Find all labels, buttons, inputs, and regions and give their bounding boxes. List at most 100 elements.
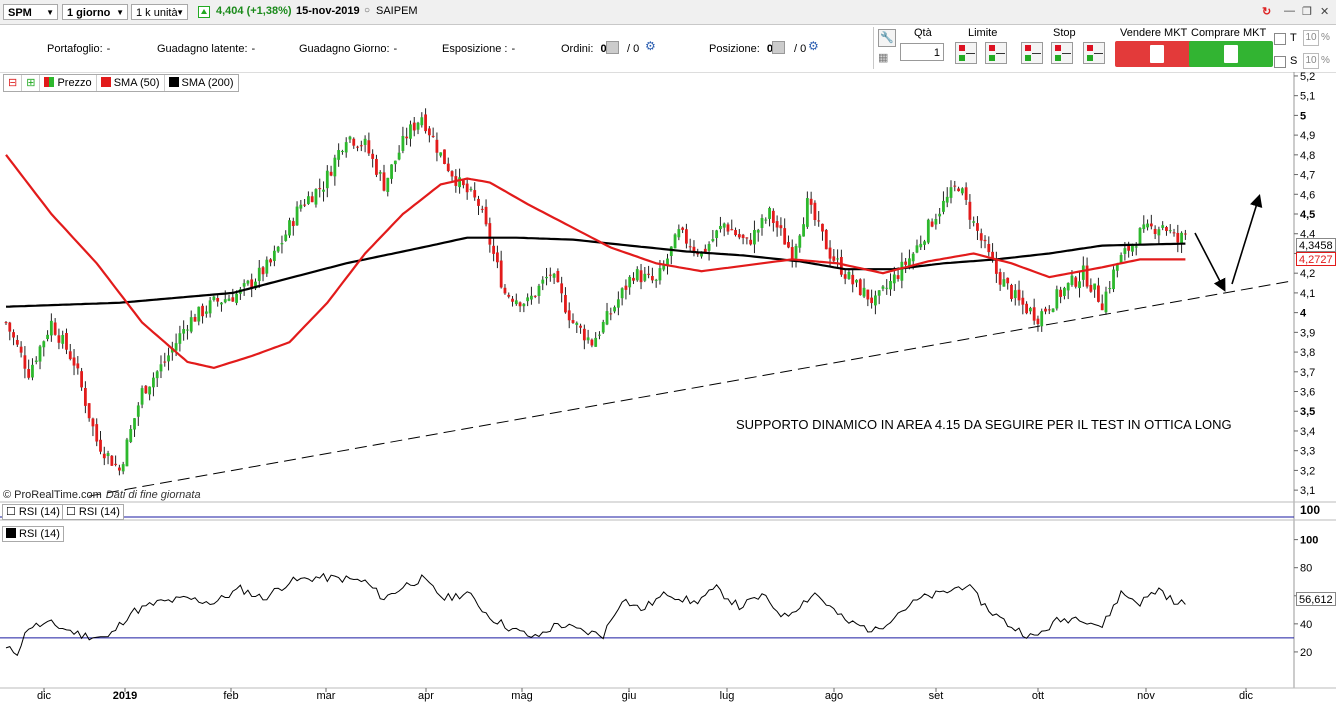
candle-body [257,267,261,281]
sell-mkt-button[interactable] [1115,41,1199,67]
chart-frame [0,72,1336,689]
stop-sell-button[interactable] [1051,42,1073,64]
candle-body [628,276,632,288]
s-percent-input[interactable]: 10 [1303,53,1319,69]
candle-body [114,463,118,465]
restore-icon[interactable]: ❐ [1302,6,1312,18]
legend-sma50-label: SMA (50) [113,77,160,89]
price-tick-label: 5,2 [1300,71,1315,83]
arrow-up-icon [1025,45,1031,51]
candle-body [12,332,15,338]
rsi-tab-1-label: RSI (14) [18,506,60,518]
stop-label: Stop [1053,27,1076,39]
arrow-up-icon [989,45,995,51]
candle-body [174,343,178,351]
candle-body [129,429,133,442]
time-tick-label: 2019 [113,690,137,702]
limit-buy-button[interactable] [955,42,977,64]
candle-body [938,213,942,217]
candle-body [1119,255,1123,264]
candle-body [201,305,204,317]
candle-body [635,269,639,281]
candle-body [522,303,526,307]
candle-body [598,334,601,336]
line-icon [966,53,975,54]
candle-body [1134,246,1138,248]
candle-body [1059,289,1063,297]
rsi-tab-1[interactable]: ☐ RSI (14) [2,504,64,520]
buy-mkt-button[interactable] [1189,41,1273,67]
symbol-dropdown[interactable]: SPM ▼ [3,4,58,20]
candle-body [299,204,303,209]
candle-body [1040,311,1044,327]
candle-body [375,158,378,175]
guadagno-giorno-label: Guadagno Giorno: [299,43,390,55]
legend-price[interactable]: Prezzo [40,75,97,91]
candle-body [1161,225,1165,228]
candle-body [1100,303,1104,311]
refresh-icon[interactable]: ↻ [1262,6,1272,18]
timeframe-dropdown[interactable]: 1 giorno ▼ [62,4,128,20]
candle-body [957,188,960,192]
candle-body [1093,283,1097,290]
candle-body [220,302,223,305]
ordini-settings-icon[interactable]: ⚙ [645,39,656,53]
candle-body [537,285,541,296]
candle-body [420,117,424,126]
arrow-up-icon [1055,45,1061,51]
units-dropdown[interactable]: 1 k unità ▼ [131,4,188,20]
candle-body [235,293,238,303]
close-icon[interactable]: ✕ [1320,6,1330,18]
position-book-icon[interactable] [772,41,785,54]
copyright: © ProRealTime.com Dati di fine giornata [3,489,201,501]
keypad-icon[interactable]: ▦ [878,52,889,64]
candle-body [745,237,749,239]
legend-sma50[interactable]: SMA (50) [97,75,165,91]
stop-buy-button[interactable] [1021,42,1043,64]
t-checkbox[interactable] [1274,33,1286,45]
t-label: T [1290,32,1297,44]
candle-body [541,279,545,284]
minimize-icon[interactable]: — [1284,5,1295,17]
candle-body [189,317,193,332]
limit-sell-button[interactable] [985,42,1007,64]
sma200-swatch [168,77,179,87]
legend-zoom-out[interactable]: ⊟ [4,75,23,91]
price-tick-label: 4,4 [1300,229,1315,241]
rsi-tick-label: 100 [1300,535,1318,547]
esposizione: Esposizione :- [442,43,515,55]
legend-zoom-in[interactable]: ⊞ [22,75,41,91]
esposizione-value: - [511,43,516,55]
candle-body [548,274,552,276]
candle-body [616,299,620,308]
candle-body [911,253,915,262]
candle-body [783,228,787,245]
copyright-text: © ProRealTime.com [3,489,102,501]
candle-body [95,424,99,442]
candle-body [152,377,155,388]
candle-body [72,357,76,366]
candle-body [722,223,726,228]
candle-body [764,219,768,221]
time-tick-label: giu [622,690,637,702]
candle-body [250,279,254,288]
rsi-line [5,572,1186,657]
s-checkbox[interactable] [1274,56,1286,68]
candle-body [552,273,556,278]
stop-limit-button[interactable] [1083,42,1105,64]
ordini: Ordini: 0 [561,43,607,55]
candle-body [254,281,257,289]
t-percent-input[interactable]: 10 [1303,30,1319,46]
s-label: S [1290,55,1298,67]
rsi-tab-2[interactable]: ☐ RSI (14) [62,504,124,520]
order-book-icon[interactable] [606,41,619,54]
candle-body [594,337,598,347]
time-tick-label: mag [511,690,532,702]
guadagno-latente: Guadagno latente: - [157,43,255,55]
wrench-icon[interactable]: 🔧 [878,29,896,47]
candle-body [488,223,492,245]
legend-sma200[interactable]: SMA (200) [165,75,238,91]
price-tick-label: 4,8 [1300,150,1315,162]
qta-input[interactable]: 1 [900,43,944,61]
posizione-settings-icon[interactable]: ⚙ [808,39,819,53]
